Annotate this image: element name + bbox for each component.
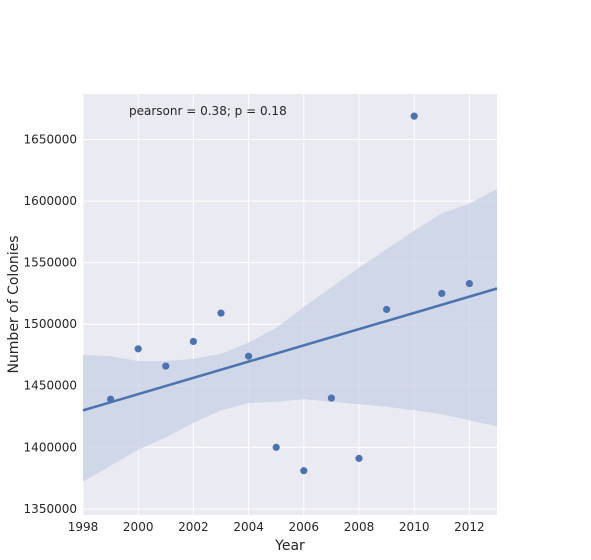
x-tick-label: 2006 — [289, 520, 320, 534]
data-point — [300, 467, 308, 475]
regression-line — [82, 287, 498, 412]
data-point — [355, 454, 363, 462]
x-tick-label: 2000 — [123, 520, 154, 534]
data-point — [217, 309, 225, 317]
y-tick-label: 1650000 — [24, 133, 77, 147]
data-point — [410, 112, 418, 120]
y-axis-label: Number of Colonies — [6, 235, 22, 373]
data-point — [162, 362, 170, 370]
data-point — [327, 394, 335, 402]
y-tick-label: 1550000 — [24, 256, 77, 270]
y-tick-label: 1600000 — [24, 194, 77, 208]
x-tick-labels: 1998 2000 2002 2004 2006 2008 2010 2012 — [68, 520, 485, 534]
y-tick-labels: 1350000 1400000 1450000 1500000 1550000 16000… — [24, 133, 77, 516]
confidence-band — [83, 188, 497, 482]
x-tick-label: 2004 — [233, 520, 264, 534]
x-tick-label: 1998 — [68, 520, 99, 534]
data-points — [107, 112, 473, 475]
data-point — [134, 345, 142, 353]
x-axis-label: Year — [274, 538, 305, 554]
y-tick-label: 1450000 — [24, 379, 77, 393]
data-point — [383, 305, 391, 314]
y-tick-label: 1350000 — [24, 502, 77, 516]
data-point — [272, 443, 280, 451]
data-point — [107, 395, 115, 403]
y-tick-label: 1500000 — [24, 317, 77, 331]
data-point — [465, 279, 473, 288]
x-tick-label: 2008 — [344, 520, 375, 534]
y-tick-label: 1400000 — [24, 440, 77, 454]
pearson-annotation: pearsonr = 0.38; p = 0.18 — [129, 104, 287, 118]
x-tick-label: 2002 — [178, 520, 209, 534]
x-tick-label: 2010 — [399, 520, 430, 534]
data-point — [189, 337, 197, 346]
data-point — [438, 289, 446, 298]
x-tick-label: 2012 — [454, 520, 485, 534]
data-point — [245, 352, 253, 360]
